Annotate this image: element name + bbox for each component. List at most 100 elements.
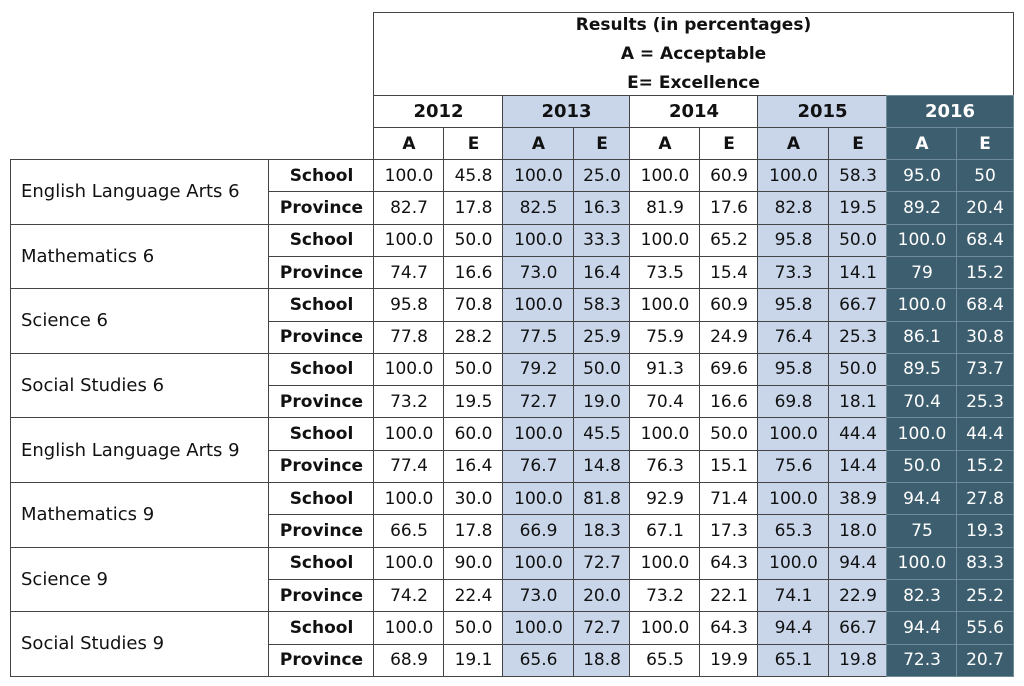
province-value-cell: 75.6 [757, 449, 829, 483]
province-value-cell: 22.1 [699, 578, 758, 613]
province-label: Province [268, 449, 374, 483]
province-value-cell: 22.4 [443, 578, 503, 613]
school-value-cell: 100.0 [502, 223, 574, 257]
school-value-cell: 64.3 [699, 546, 758, 580]
subject-label: Social Studies 6 [10, 352, 269, 419]
school-value-cell: 100.0 [373, 159, 444, 193]
subject-label: Social Studies 9 [10, 611, 269, 677]
school-value-cell: 65.2 [699, 223, 758, 257]
acceptable-header: A [502, 127, 574, 160]
province-label: Province [268, 514, 374, 548]
province-value-cell: 73.0 [502, 255, 574, 290]
province-value-cell: 24.9 [699, 320, 758, 354]
province-value-cell: 74.7 [373, 255, 444, 290]
province-value-cell: 19.5 [828, 191, 887, 225]
province-value-cell: 70.4 [629, 385, 700, 419]
province-value-cell: 19.3 [956, 514, 1014, 548]
province-value-cell: 19.5 [443, 385, 503, 419]
province-value-cell: 65.1 [757, 643, 829, 677]
school-value-cell: 100.0 [629, 159, 700, 193]
province-value-cell: 89.2 [886, 191, 957, 225]
province-value-cell: 17.3 [699, 514, 758, 548]
school-value-cell: 92.9 [629, 482, 700, 516]
school-value-cell: 72.7 [573, 611, 630, 645]
school-value-cell: 94.4 [886, 482, 957, 516]
province-value-cell: 19.1 [443, 643, 503, 677]
subject-label: English Language Arts 6 [10, 159, 269, 225]
school-value-cell: 66.7 [828, 288, 887, 322]
school-value-cell: 69.6 [699, 352, 758, 387]
acceptable-header: A [886, 127, 957, 160]
province-value-cell: 18.8 [573, 643, 630, 677]
school-value-cell: 100.0 [629, 223, 700, 257]
province-value-cell: 72.7 [502, 385, 574, 419]
school-value-cell: 58.3 [828, 159, 887, 193]
province-value-cell: 50.0 [886, 449, 957, 483]
province-label: Province [268, 578, 374, 613]
province-value-cell: 20.4 [956, 191, 1014, 225]
province-label: Province [268, 643, 374, 677]
school-value-cell: 100.0 [757, 482, 829, 516]
subject-label: Mathematics 9 [10, 482, 269, 548]
province-value-cell: 20.7 [956, 643, 1014, 677]
school-label: School [268, 288, 374, 322]
province-value-cell: 65.6 [502, 643, 574, 677]
school-value-cell: 45.8 [443, 159, 503, 193]
school-value-cell: 44.4 [828, 417, 887, 451]
school-value-cell: 50.0 [443, 611, 503, 645]
province-value-cell: 19.0 [573, 385, 630, 419]
subject-label: Mathematics 6 [10, 223, 269, 290]
school-value-cell: 100.0 [502, 417, 574, 451]
school-value-cell: 25.0 [573, 159, 630, 193]
title-line: Results (in percentages) [575, 15, 812, 35]
province-value-cell: 70.4 [886, 385, 957, 419]
province-value-cell: 14.8 [573, 449, 630, 483]
school-value-cell: 50.0 [828, 352, 887, 387]
excellence-header: E [573, 127, 630, 160]
school-value-cell: 89.5 [886, 352, 957, 387]
province-value-cell: 30.8 [956, 320, 1014, 354]
school-value-cell: 68.4 [956, 223, 1014, 257]
school-value-cell: 100.0 [886, 288, 957, 322]
school-value-cell: 100.0 [629, 288, 700, 322]
school-value-cell: 100.0 [886, 417, 957, 451]
school-value-cell: 50 [956, 159, 1014, 193]
school-value-cell: 50.0 [699, 417, 758, 451]
year-header: 2013 [502, 95, 630, 128]
school-value-cell: 27.8 [956, 482, 1014, 516]
province-value-cell: 16.6 [443, 255, 503, 290]
subject-label: Science 6 [10, 288, 269, 354]
school-value-cell: 94.4 [828, 546, 887, 580]
province-value-cell: 28.2 [443, 320, 503, 354]
school-value-cell: 55.6 [956, 611, 1014, 645]
province-value-cell: 73.5 [629, 255, 700, 290]
school-value-cell: 50.0 [573, 352, 630, 387]
province-value-cell: 15.4 [699, 255, 758, 290]
excellence-header: E [699, 127, 758, 160]
province-value-cell: 66.9 [502, 514, 574, 548]
province-value-cell: 73.2 [373, 385, 444, 419]
province-value-cell: 76.7 [502, 449, 574, 483]
province-value-cell: 18.3 [573, 514, 630, 548]
school-label: School [268, 223, 374, 257]
province-value-cell: 66.5 [373, 514, 444, 548]
province-value-cell: 75.9 [629, 320, 700, 354]
school-value-cell: 100.0 [886, 223, 957, 257]
school-label: School [268, 546, 374, 580]
school-value-cell: 95.0 [886, 159, 957, 193]
province-label: Province [268, 191, 374, 225]
school-value-cell: 100.0 [502, 288, 574, 322]
province-value-cell: 16.6 [699, 385, 758, 419]
school-value-cell: 100.0 [629, 546, 700, 580]
province-value-cell: 14.4 [828, 449, 887, 483]
province-value-cell: 77.8 [373, 320, 444, 354]
school-value-cell: 58.3 [573, 288, 630, 322]
province-value-cell: 17.8 [443, 191, 503, 225]
province-value-cell: 68.9 [373, 643, 444, 677]
school-value-cell: 100.0 [502, 546, 574, 580]
excellence-header: E [443, 127, 503, 160]
province-value-cell: 22.9 [828, 578, 887, 613]
school-value-cell: 70.8 [443, 288, 503, 322]
province-label: Province [268, 255, 374, 290]
